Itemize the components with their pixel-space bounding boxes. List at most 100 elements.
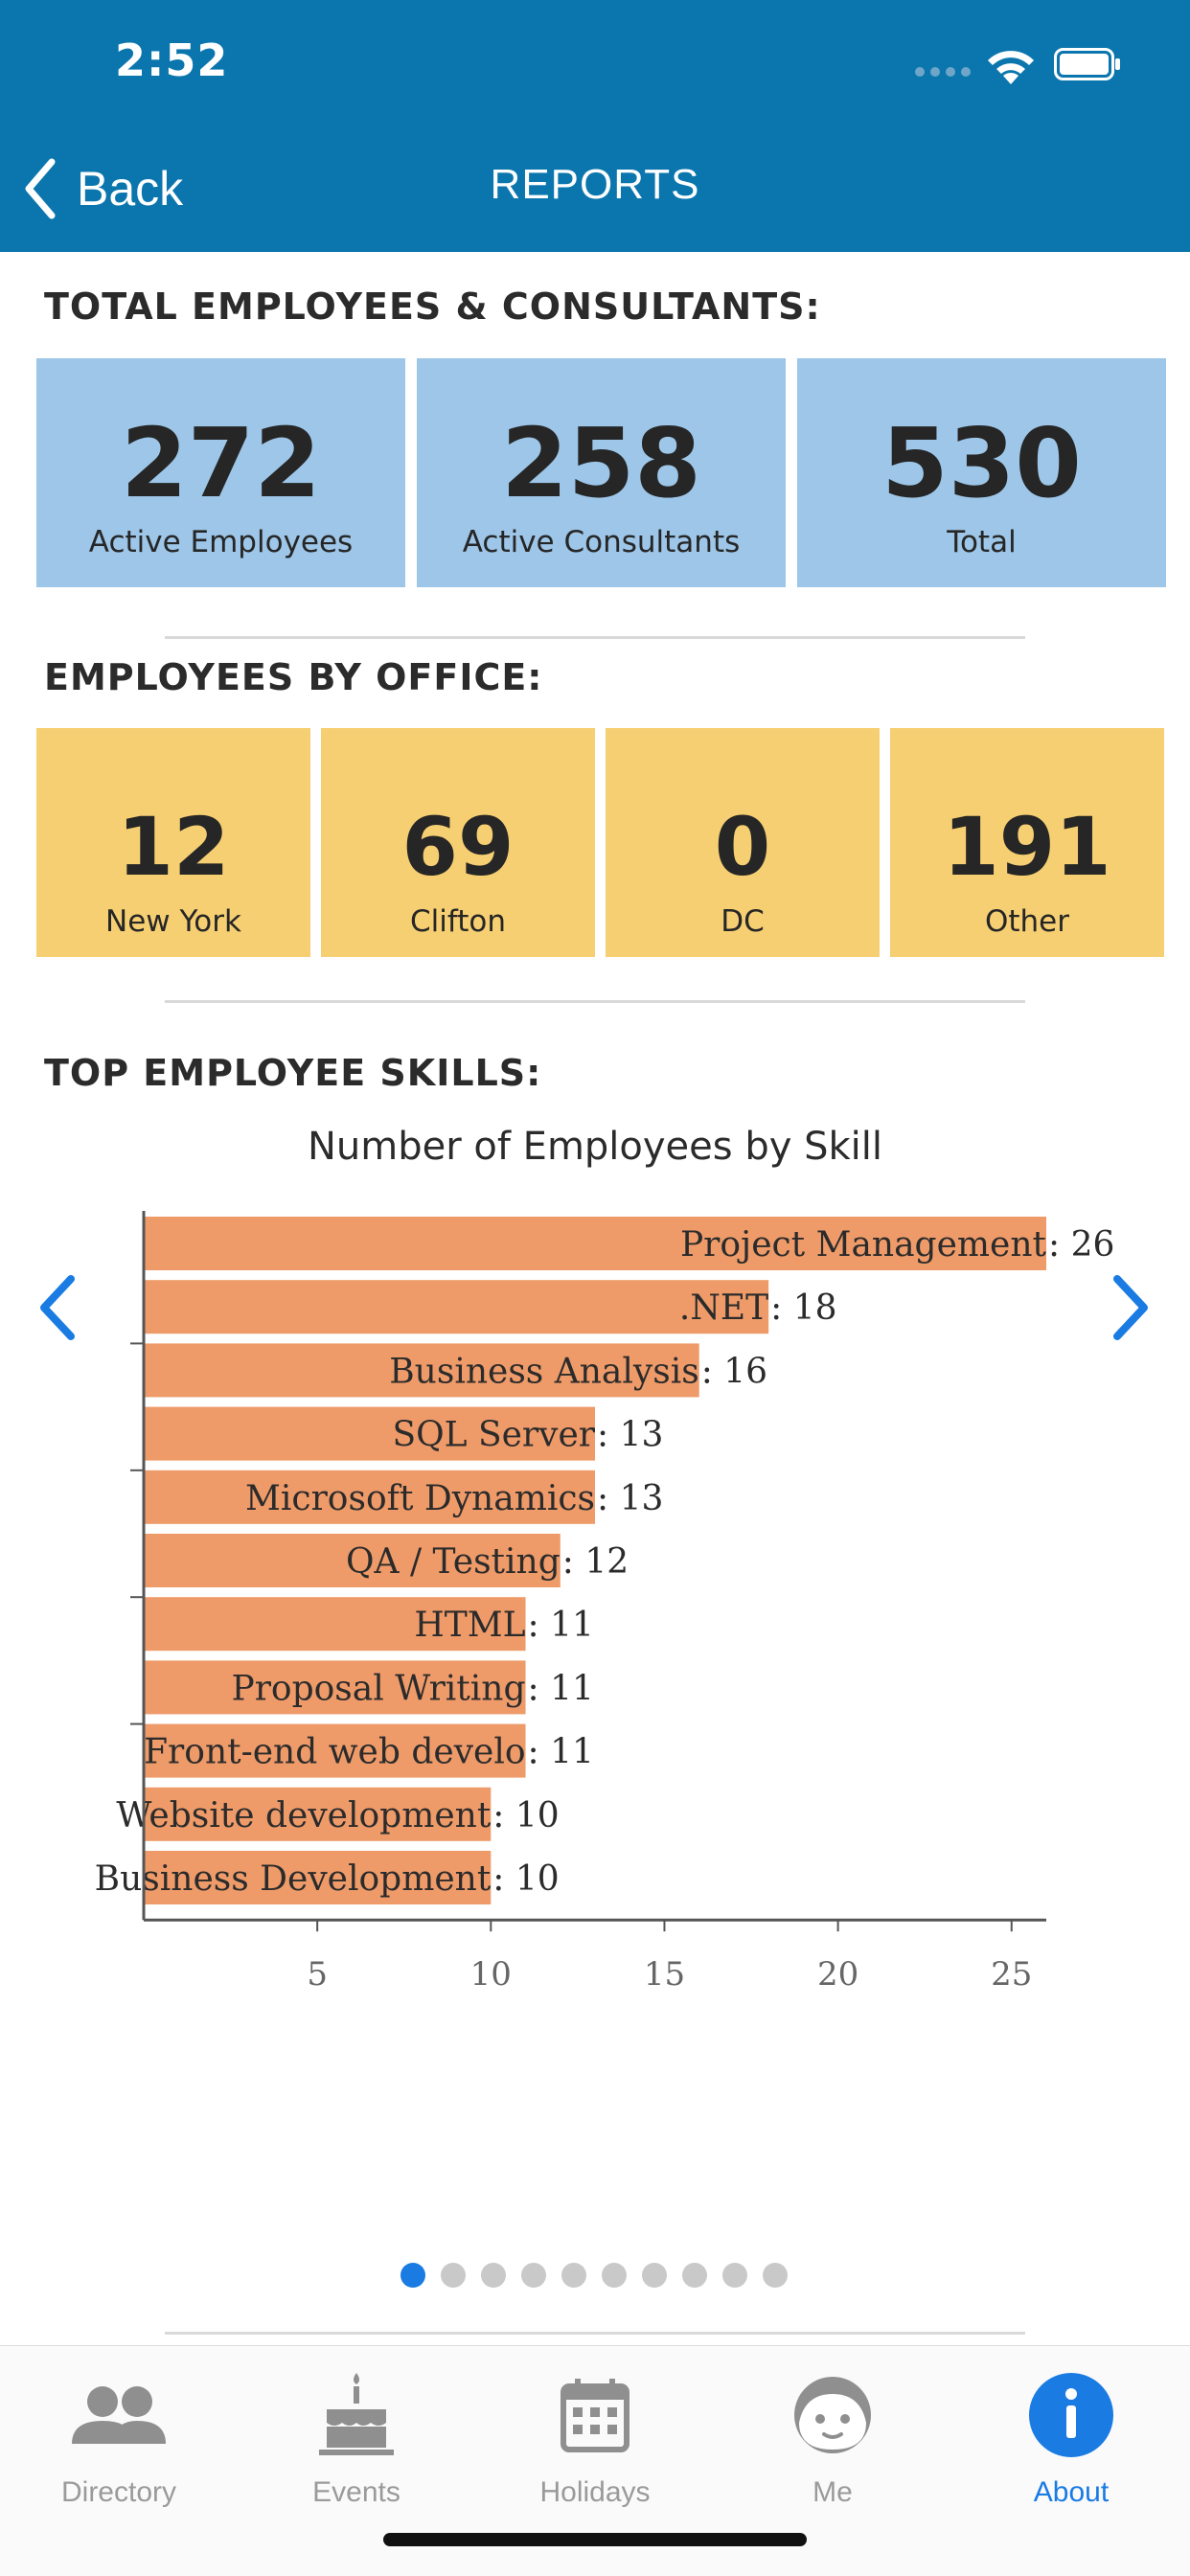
x-tick-label: 10 xyxy=(470,1955,512,1994)
tile-value: 272 xyxy=(121,407,321,519)
back-label: Back xyxy=(77,162,184,216)
page-dot[interactable] xyxy=(682,2263,707,2288)
office-tile-clifton: 69 Clifton xyxy=(321,728,595,957)
tab-directory[interactable]: Directory xyxy=(0,2346,238,2509)
tab-label: Me xyxy=(812,2476,853,2508)
bar-value-label: : 11 xyxy=(528,1733,594,1772)
back-button[interactable]: Back xyxy=(21,155,183,222)
people-icon xyxy=(72,2386,166,2444)
x-tick-label: 15 xyxy=(644,1955,685,1994)
page-dot[interactable] xyxy=(561,2263,586,2288)
chart-bar xyxy=(144,1217,1046,1270)
chevron-left-icon[interactable] xyxy=(29,1269,86,1346)
chart-bar xyxy=(144,1787,492,1841)
tile-value: 12 xyxy=(117,800,230,894)
active-employees-tile: 272 Active Employees xyxy=(36,358,405,587)
bar-category-label: SQL Server xyxy=(392,1416,595,1455)
bar-value-label: : 12 xyxy=(562,1542,629,1582)
skills-bar-chart: Project Management: 26 .NET: 18 Business A… xyxy=(95,1211,1114,1994)
page-dot[interactable] xyxy=(521,2263,546,2288)
bar-value-label: : 18 xyxy=(770,1288,836,1328)
tile-label: DC xyxy=(721,904,765,939)
tab-holidays[interactable]: Holidays xyxy=(476,2346,714,2509)
page-dot[interactable] xyxy=(642,2263,667,2288)
chart-bar xyxy=(144,1534,561,1587)
office-tile-new-york: 12 New York xyxy=(36,728,310,957)
tile-label: Active Employees xyxy=(88,525,354,559)
office-tiles: 12 New York 69 Clifton 0 DC 191 Other xyxy=(36,728,1164,957)
office-tile-other: 191 Other xyxy=(890,728,1164,957)
page-dot[interactable] xyxy=(481,2263,506,2288)
bar-value-label: : 26 xyxy=(1048,1225,1114,1265)
bar-value-label: : 13 xyxy=(597,1479,663,1518)
bar-value-label: : 13 xyxy=(597,1416,663,1455)
page-indicator[interactable] xyxy=(400,2263,803,2288)
total-tile: 530 Total xyxy=(797,358,1166,587)
totals-section-title: TOTAL EMPLOYEES & CONSULTANTS: xyxy=(44,285,821,328)
x-tick-label: 20 xyxy=(817,1955,858,1994)
battery-icon xyxy=(1054,48,1120,80)
skills-section-title: TOP EMPLOYEE SKILLS: xyxy=(44,1052,542,1094)
chevron-right-icon[interactable] xyxy=(1102,1269,1159,1346)
page-dot[interactable] xyxy=(602,2263,627,2288)
tab-events[interactable]: Events xyxy=(238,2346,475,2509)
chart-bar xyxy=(144,1280,769,1334)
info-icon xyxy=(1029,2373,1113,2457)
tile-value: 0 xyxy=(714,800,771,894)
tab-about[interactable]: About xyxy=(952,2346,1190,2509)
page-title: REPORTS xyxy=(490,161,700,208)
bar-category-label: QA / Testing xyxy=(346,1542,561,1582)
bar-category-label: .NET xyxy=(679,1288,768,1328)
bar-value-label: : 10 xyxy=(492,1859,559,1899)
bar-category-label: Proposal Writing xyxy=(231,1669,525,1708)
tile-label: Active Consultants xyxy=(462,525,741,559)
nav-header: 2:52 Back REPORTS xyxy=(0,0,1190,252)
calendar-icon xyxy=(561,2379,629,2452)
active-consultants-tile: 258 Active Consultants xyxy=(417,358,786,587)
page-dot[interactable] xyxy=(400,2263,425,2288)
tab-me[interactable]: Me xyxy=(714,2346,951,2509)
face-icon xyxy=(794,2377,871,2453)
chart-title: Number of Employees by Skill xyxy=(308,1125,882,1169)
tab-label: About xyxy=(1033,2476,1110,2508)
tile-label: New York xyxy=(105,904,241,939)
bar-value-label: : 10 xyxy=(492,1796,559,1835)
tab-label: Directory xyxy=(60,2476,176,2508)
chart-bar xyxy=(144,1470,595,1524)
tile-label: Other xyxy=(984,904,1070,939)
chart-bar xyxy=(144,1660,526,1715)
section-divider xyxy=(165,1000,1025,1003)
offices-section-title: EMPLOYEES BY OFFICE: xyxy=(44,656,543,698)
page-dot[interactable] xyxy=(763,2263,788,2288)
tile-value: 258 xyxy=(501,407,701,519)
status-time: 2:52 xyxy=(115,34,229,86)
tile-value: 191 xyxy=(943,800,1111,894)
office-tile-dc: 0 DC xyxy=(606,728,880,957)
section-divider xyxy=(165,636,1025,639)
tile-value: 530 xyxy=(881,407,1082,519)
chart-bar xyxy=(144,1723,526,1778)
chevron-left-icon xyxy=(25,158,56,219)
bar-value-label: : 11 xyxy=(528,1669,594,1708)
chart-bar xyxy=(144,1597,526,1652)
chart-bar xyxy=(144,1851,492,1904)
section-divider xyxy=(165,2332,1025,2335)
tile-value: 69 xyxy=(401,800,515,894)
page-dot[interactable] xyxy=(441,2263,466,2288)
bar-category-label: Business Development xyxy=(95,1859,492,1899)
tab-label: Events xyxy=(312,2476,400,2508)
bar-category-label: Website development xyxy=(116,1796,491,1835)
bar-category-label: HTML xyxy=(414,1606,525,1645)
bar-value-label: : 16 xyxy=(701,1352,767,1391)
bar-category-label: Front-end web develo xyxy=(144,1733,525,1772)
tile-label: Clifton xyxy=(409,904,506,939)
bar-category-label: Project Management xyxy=(680,1225,1047,1265)
home-indicator xyxy=(383,2533,807,2546)
tile-label: Total xyxy=(947,525,1017,559)
chart-bar xyxy=(144,1343,699,1398)
bar-value-label: : 11 xyxy=(528,1606,594,1645)
totals-tiles: 272 Active Employees 258 Active Consulta… xyxy=(36,358,1166,587)
x-tick-label: 25 xyxy=(991,1955,1032,1994)
cake-icon xyxy=(319,2373,394,2455)
page-dot[interactable] xyxy=(722,2263,747,2288)
